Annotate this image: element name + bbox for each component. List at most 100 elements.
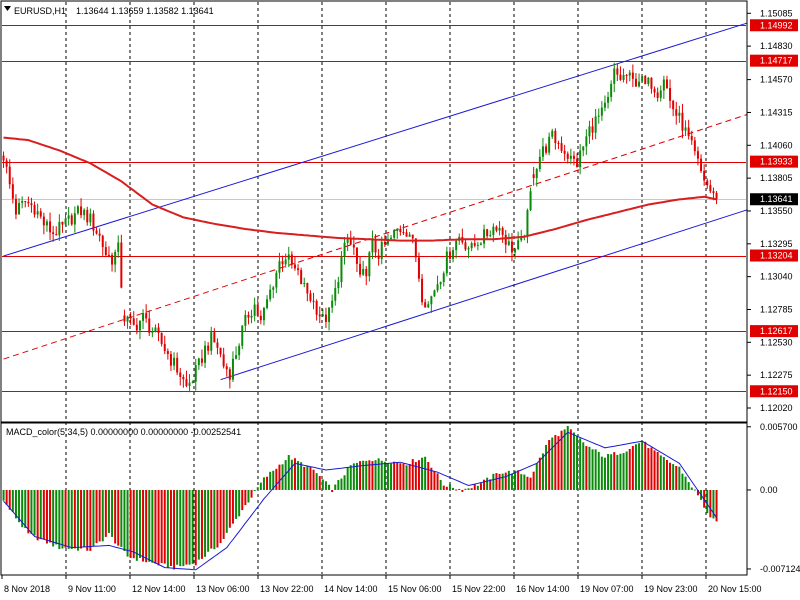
- macd-bar: [359, 461, 362, 490]
- macd-bar: [669, 462, 672, 490]
- candle-body: [92, 213, 95, 231]
- candle: [213, 328, 216, 343]
- candle-body: [5, 160, 8, 167]
- candle-body: [687, 127, 690, 137]
- macd-bar: [696, 489, 699, 496]
- candle-body: [315, 301, 318, 315]
- macd-bar: [538, 457, 541, 490]
- candle-body: [142, 313, 145, 321]
- macd-bar: [312, 469, 315, 490]
- candle: [176, 352, 179, 376]
- candle: [709, 179, 712, 194]
- macd-bar: [213, 489, 216, 550]
- candle-body: [39, 211, 42, 217]
- candle: [501, 226, 504, 243]
- macd-bar: [483, 479, 486, 490]
- macd-bar: [576, 435, 579, 490]
- candle-body: [532, 174, 535, 179]
- time-tick-label: 12 Nov 14:00: [132, 584, 186, 594]
- candle: [579, 143, 582, 175]
- candle: [151, 327, 154, 338]
- candle: [517, 231, 520, 251]
- macd-panel-frame: [0, 422, 748, 576]
- current-tag-background: [750, 193, 798, 206]
- candle: [86, 206, 89, 226]
- candle: [656, 87, 659, 102]
- candle: [439, 281, 442, 290]
- macd-bar: [411, 459, 414, 490]
- macd-bar: [70, 489, 73, 549]
- macd-bar: [650, 447, 653, 490]
- macd-bar: [402, 463, 405, 490]
- candle-body: [439, 282, 442, 285]
- candle-body: [355, 247, 358, 264]
- macd-bar: [5, 489, 8, 505]
- candle-body: [49, 221, 52, 233]
- candle: [154, 324, 157, 333]
- candle-body: [309, 293, 312, 301]
- candle-body: [470, 243, 473, 249]
- candle-body: [365, 268, 368, 277]
- macd-bar: [89, 489, 92, 551]
- candle: [535, 168, 538, 187]
- macd-bar: [634, 444, 637, 490]
- macd-bar: [18, 489, 21, 523]
- candle-body: [526, 210, 529, 236]
- symbol-dropdown-icon[interactable]: [4, 6, 11, 11]
- macd-bar: [290, 459, 293, 490]
- macd-bar: [665, 460, 668, 490]
- candle: [433, 289, 436, 297]
- candle-body: [188, 382, 191, 386]
- macd-bar: [138, 489, 141, 558]
- macd-bar: [132, 489, 135, 559]
- macd-bar: [303, 466, 306, 490]
- candle: [545, 143, 548, 155]
- time-tick-label: 9 Nov 11:00: [68, 584, 116, 594]
- candle: [148, 310, 151, 336]
- macd-bar: [582, 442, 585, 490]
- candle-body: [107, 254, 110, 256]
- macd-bar: [163, 489, 166, 564]
- macd-bar: [194, 489, 197, 566]
- macd-bar: [690, 487, 693, 490]
- candle-body: [625, 74, 628, 76]
- trend-channel-line[interactable]: [3, 22, 748, 257]
- candle: [114, 249, 117, 273]
- candle-body: [566, 153, 569, 159]
- macd-tick-label: 0.00: [760, 485, 778, 495]
- macd-bar: [334, 484, 337, 490]
- candle: [675, 101, 678, 125]
- macd-bar: [607, 454, 610, 490]
- trend-channel-line[interactable]: [220, 209, 748, 381]
- candle-body: [514, 249, 517, 253]
- candle: [665, 75, 668, 89]
- candle-body: [675, 109, 678, 116]
- candle-body: [427, 304, 430, 308]
- macd-bar: [644, 441, 647, 490]
- candle-body: [613, 68, 616, 84]
- candle: [588, 120, 591, 144]
- candle-body: [700, 158, 703, 171]
- candle-body: [607, 96, 610, 103]
- candle-body: [132, 318, 135, 325]
- candle-body: [61, 221, 64, 225]
- candle-body: [58, 221, 61, 236]
- macd-bar: [641, 441, 644, 490]
- level-price-tag: 1.12617: [750, 325, 798, 338]
- macd-bar: [362, 460, 365, 490]
- candle: [216, 338, 219, 355]
- candle-body: [399, 228, 402, 232]
- price-tick-label: 1.14060: [760, 140, 793, 150]
- candle-body: [359, 263, 362, 275]
- candle: [300, 267, 303, 285]
- candle: [374, 234, 377, 258]
- candle: [402, 223, 405, 236]
- candle: [24, 200, 27, 208]
- macd-bar: [489, 479, 492, 490]
- candle: [111, 252, 114, 272]
- candle: [297, 264, 300, 276]
- candle: [278, 252, 281, 279]
- macd-bar: [349, 465, 352, 490]
- macd-bar: [659, 455, 662, 490]
- candle-body: [669, 87, 672, 101]
